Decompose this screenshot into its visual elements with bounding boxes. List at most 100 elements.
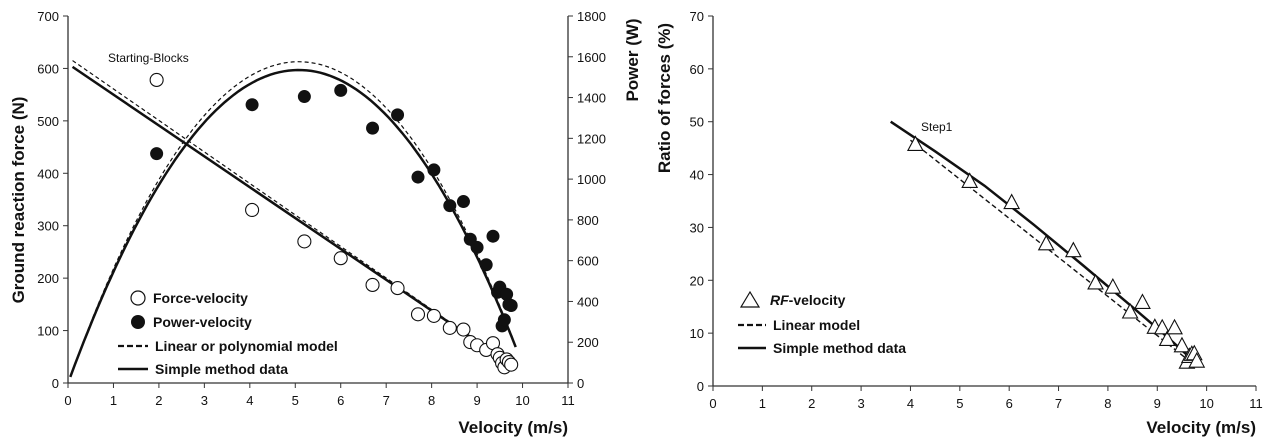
- right-x-tick-label: 5: [956, 396, 963, 411]
- right-y-tick-label: 50: [690, 115, 704, 130]
- left-y-tick-label: 500: [37, 114, 59, 129]
- left-x-axis-title: Velocity (m/s): [458, 418, 568, 437]
- left-axis-ticks: 0 1 2 3 4 5 6 7 8 9 10 1101002003004005006007000200…: [37, 9, 606, 408]
- left-y-tick-label: 200: [37, 271, 59, 286]
- right-y-tick-label: 30: [690, 220, 704, 235]
- force-velocity-point: [333, 251, 348, 266]
- rf-velocity-point: [1173, 336, 1191, 353]
- force-velocity-point: [245, 202, 260, 218]
- power-velocity-point: [366, 121, 380, 135]
- legend-force-velocity-label: Force-velocity: [153, 290, 248, 306]
- right-x-tick-label: 9: [1154, 396, 1161, 411]
- left-x-tick-label: 11: [561, 393, 575, 408]
- rf-velocity-point: [1104, 277, 1122, 294]
- power-velocity-point: [497, 313, 511, 327]
- power-velocity-point: [411, 170, 425, 184]
- right-y-tick-label: 10: [690, 326, 704, 341]
- left-y-axis-title: Ground reaction force (N): [9, 97, 28, 304]
- right-x-tick-label: 3: [857, 396, 864, 411]
- legend-rf-velocity-label: RF-velocity: [770, 292, 846, 308]
- force-velocity-point: [442, 320, 457, 336]
- left-y2-tick-label: 400: [577, 294, 599, 309]
- right-x-tick-label: 6: [1006, 396, 1013, 411]
- legend-linear-or-polynomial-label: Linear or polynomial model: [155, 338, 338, 354]
- left-plot-marks: [69, 60, 519, 378]
- simple-method-power-curve: [69, 68, 517, 378]
- left-y2-tick-label: 600: [577, 254, 599, 269]
- power-velocity-point: [500, 287, 514, 301]
- power-velocity-point: [297, 90, 311, 104]
- polynomial-power-model-curve: [69, 61, 517, 377]
- left-y2-tick-label: 200: [577, 335, 599, 350]
- power-velocity-point: [427, 163, 441, 177]
- legend-linear-model-label: Linear model: [773, 317, 860, 333]
- left-x-tick-label: 3: [201, 393, 208, 408]
- rf-velocity-point: [1158, 330, 1176, 347]
- right-x-tick-label: 2: [808, 396, 815, 411]
- force-velocity-point: [149, 72, 164, 88]
- power-velocity-point: [334, 83, 348, 97]
- left-x-tick-label: 6: [337, 393, 344, 408]
- left-x-tick-label: 5: [292, 393, 299, 408]
- power-velocity-point: [456, 195, 470, 209]
- legend-simple-method-label: Simple method data: [155, 361, 288, 377]
- power-velocity-point: [470, 240, 484, 254]
- left-chart-panel: 0 1 2 3 4 5 6 7 8 9 10 1101002003004005006007000200…: [9, 9, 642, 437]
- power-velocity-point: [504, 299, 518, 313]
- legend-simple-method-label-right: Simple method data: [773, 340, 906, 356]
- left-y2-tick-label: 1200: [577, 131, 606, 146]
- left-y-tick-label: 100: [37, 324, 59, 339]
- left-y2-tick-label: 1000: [577, 172, 606, 187]
- power-velocity-point: [479, 258, 493, 272]
- right-y-tick-label: 60: [690, 62, 704, 77]
- legend-open-triangle-marker: [739, 290, 761, 308]
- force-velocity-point: [456, 322, 471, 337]
- rf-velocity-point: [1064, 241, 1082, 258]
- left-legend: Force-velocity Power-velocity Linear or …: [118, 290, 338, 377]
- right-x-tick-label: 0: [709, 396, 716, 411]
- left-x-tick-label: 8: [428, 393, 435, 408]
- legend-open-circle-marker: [130, 290, 146, 306]
- right-y-tick-label: 40: [690, 168, 704, 183]
- left-y2-tick-label: 1600: [577, 50, 606, 65]
- right-x-tick-label: 1: [759, 396, 766, 411]
- left-y2-tick-label: 0: [577, 376, 584, 391]
- left-y2-tick-label: 1800: [577, 9, 606, 24]
- power-velocity-point: [391, 108, 405, 122]
- legend-filled-circle-marker: [131, 315, 145, 329]
- power-velocity-point: [245, 98, 259, 112]
- rf-velocity-point: [1037, 234, 1055, 251]
- right-y-tick-label: 70: [690, 9, 704, 24]
- force-velocity-point: [297, 234, 312, 249]
- left-y-tick-label: 400: [37, 166, 59, 181]
- left-y2-tick-label: 800: [577, 213, 599, 228]
- rf-linear-model-line: [910, 139, 1195, 366]
- right-plot-marks: [890, 120, 1206, 369]
- left-y-tick-label: 0: [52, 376, 59, 391]
- legend-power-velocity-label: Power-velocity: [153, 314, 252, 330]
- power-velocity-point: [486, 229, 500, 243]
- rf-velocity-point: [1087, 273, 1104, 290]
- left-x-tick-label: 9: [473, 393, 480, 408]
- right-x-axis-title: Velocity (m/s): [1146, 418, 1256, 437]
- force-velocity-point: [365, 277, 380, 293]
- left-x-tick-label: 4: [246, 393, 253, 408]
- rf-velocity-point: [1003, 193, 1021, 210]
- force-velocity-point: [426, 308, 441, 323]
- starting-blocks-annotation: Starting-Blocks: [108, 51, 189, 65]
- left-x-tick-label: 2: [155, 393, 162, 408]
- right-y-tick-label: 0: [697, 379, 704, 394]
- left-y2-tick-label: 1400: [577, 91, 606, 106]
- rf-velocity-point: [1153, 318, 1171, 335]
- left-y-tick-label: 600: [37, 61, 59, 76]
- rf-velocity-point: [906, 135, 924, 151]
- left-x-tick-label: 7: [383, 393, 390, 408]
- right-x-tick-label: 11: [1249, 396, 1263, 411]
- left-y2-axis-title: Power (W): [623, 18, 642, 101]
- power-velocity-point: [443, 199, 457, 213]
- right-chart-panel: 0 1 2 3 4 5 6 7 8 9 10 11 0 10 20 30 40 50 60 70 Velocity (…: [655, 9, 1263, 437]
- right-axis-ticks: 0 1 2 3 4 5 6 7 8 9 10 11 0 10 20 30 40 50 60 70: [690, 9, 1263, 411]
- right-x-tick-label: 10: [1199, 396, 1213, 411]
- right-x-tick-label: 4: [907, 396, 914, 411]
